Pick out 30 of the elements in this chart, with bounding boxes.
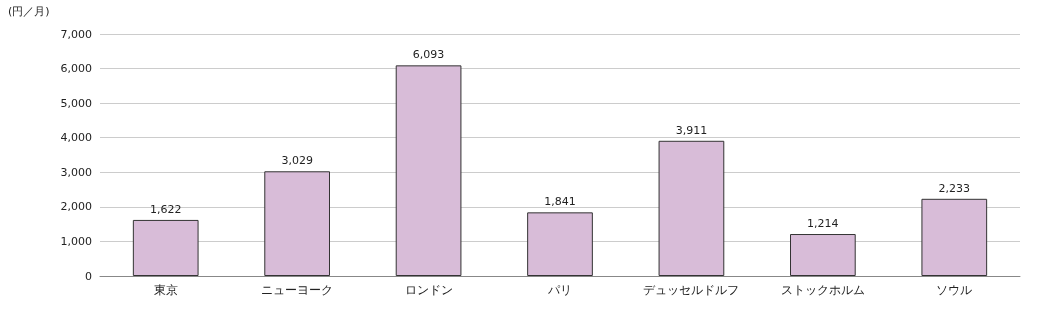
- x-tick-label: ロンドン: [404, 283, 453, 297]
- y-tick-label: 4,000: [60, 131, 92, 145]
- y-axis-title: (円／月): [8, 5, 50, 18]
- x-tick-label: パリ: [547, 283, 572, 297]
- data-label: 3,029: [281, 154, 313, 168]
- bar: [921, 198, 988, 276]
- y-tick-label: 5,000: [60, 96, 92, 110]
- data-label: 1,841: [544, 195, 576, 209]
- y-tick-label: 6,000: [60, 62, 92, 76]
- bar: [658, 140, 725, 276]
- y-tick-label: 3,000: [60, 165, 92, 179]
- bar: [395, 65, 462, 276]
- y-tick-label: 1,000: [60, 234, 92, 248]
- y-tick-label: 0: [85, 269, 92, 283]
- data-label: 1,214: [807, 217, 839, 231]
- bar: [790, 234, 856, 276]
- x-tick-label: ニューヨーク: [261, 283, 334, 297]
- x-tick-label: ソウル: [936, 283, 973, 297]
- x-tick-label: ストックホルム: [780, 283, 865, 297]
- x-tick-label: デュッセルドルフ: [643, 283, 740, 297]
- data-label: 1,622: [149, 202, 182, 216]
- bar: [264, 171, 330, 276]
- data-label: 6,093: [412, 48, 445, 62]
- y-tick-label: 7,000: [60, 27, 92, 41]
- data-label: 3,911: [675, 123, 708, 137]
- x-tick-label: 東京: [153, 283, 178, 297]
- bar: [132, 219, 199, 276]
- bar: [527, 212, 593, 276]
- y-tick-label: 2,000: [60, 200, 92, 214]
- data-label: 2,233: [938, 181, 971, 195]
